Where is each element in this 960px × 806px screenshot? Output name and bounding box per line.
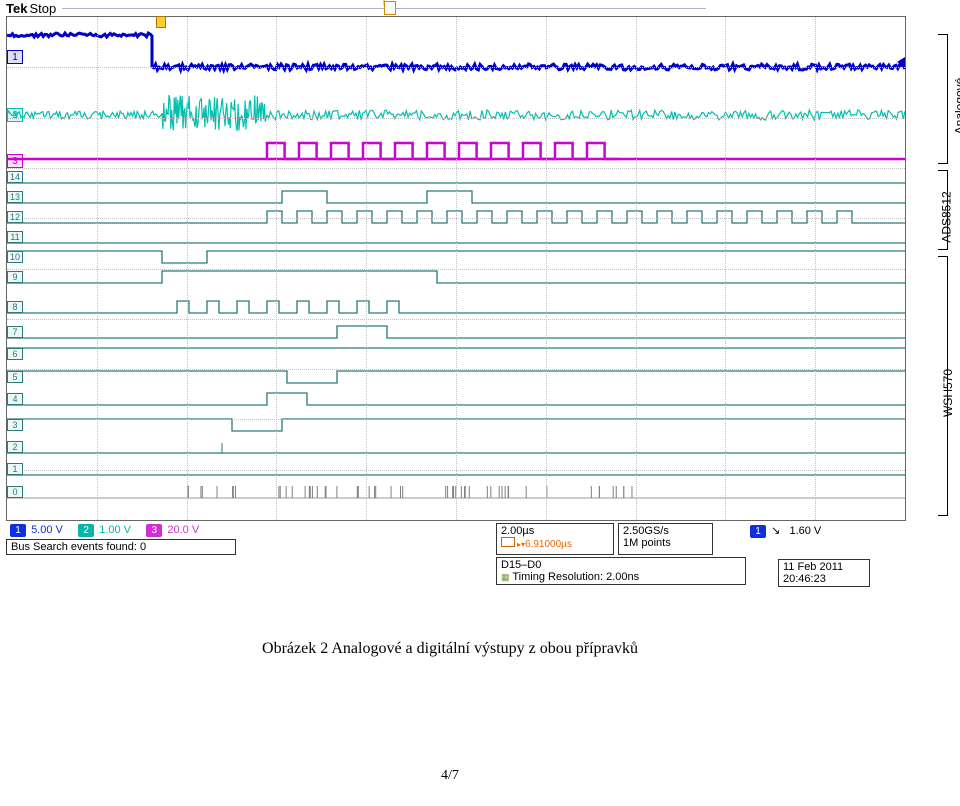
bracket-label-1: ADS8512 [939, 191, 953, 242]
d8-marker[interactable]: 8 [7, 301, 23, 313]
d10-marker[interactable]: 10 [7, 251, 23, 263]
delay-icon [501, 537, 515, 547]
d2-marker[interactable]: 2 [7, 441, 23, 453]
page-number: 4/7 [0, 768, 900, 784]
d14-marker[interactable]: 14 [7, 171, 23, 183]
delay-line: ▸▾6.91000µs [501, 537, 609, 550]
ch1-scale: 5.00 V [31, 524, 63, 536]
ch1-chip: 1 [10, 524, 26, 537]
acq-state: Stop [29, 1, 56, 16]
d7-marker[interactable]: 7 [7, 326, 23, 338]
d11-marker[interactable]: 11 [7, 231, 23, 243]
trig-ch-chip: 1 [750, 525, 766, 538]
d0-marker[interactable]: 0 [7, 486, 23, 498]
ch3-offset-marker[interactable]: 3 [7, 154, 23, 168]
sample-rate: 2.50GS/s [623, 525, 708, 537]
channel-scales: 1 5.00 V 2 1.00 V 3 20.0 V [6, 523, 496, 539]
d9-marker[interactable]: 9 [7, 271, 23, 283]
ch1-offset-marker[interactable]: 1 [7, 50, 23, 64]
ch3-chip: 3 [146, 524, 162, 537]
waveform-display[interactable]: 12314131211109876543210 [6, 16, 906, 521]
d13-marker[interactable]: 13 [7, 191, 23, 203]
ch2-offset-marker[interactable]: 2 [7, 108, 23, 122]
trig-level: 1.60 V [789, 525, 821, 537]
ch1-ref-tab[interactable] [156, 16, 166, 28]
d6-marker[interactable]: 6 [7, 348, 23, 360]
bus-range: D15–D0 [501, 559, 741, 571]
figure-caption: Obrázek 2 Analogové a digitální výstupy … [0, 640, 900, 658]
scope-screenshot: Tek Stop T 12314131211109876543210 1 5.0… [6, 0, 906, 586]
record-length: 1M points [623, 537, 708, 549]
d1-marker[interactable]: 1 [7, 463, 23, 475]
bracket-0 [938, 34, 948, 164]
trigger-readout: 1 ↘ 1.60 V [746, 523, 866, 539]
readout-bar: 1 5.00 V 2 1.00 V 3 20.0 V Bus Search ev… [6, 523, 906, 583]
timing-resolution: Timing Resolution: 2.00ns [512, 571, 639, 583]
search-results: Bus Search events found: 0 [6, 539, 236, 555]
bracket-label-0: Analogové [953, 78, 960, 135]
top-bar: Tek Stop T [6, 0, 906, 16]
d5-marker[interactable]: 5 [7, 371, 23, 383]
ch2-scale: 1.00 V [99, 524, 131, 536]
timebase-box: 2.00µs ▸▾6.91000µs [496, 523, 614, 555]
trig-edge-icon: ↘ [771, 525, 780, 537]
timebase-overview: T [62, 8, 706, 9]
trigger-level-arrow[interactable] [897, 57, 905, 67]
ch2-chip: 2 [78, 524, 94, 537]
timebase-value: 2.00µs [501, 525, 609, 537]
brand-label: Tek [6, 1, 27, 16]
ch3-scale: 20.0 V [167, 524, 199, 536]
d12-marker[interactable]: 12 [7, 211, 23, 223]
bracket-label-2: WSH570 [941, 369, 955, 417]
timestamp-box: 11 Feb 2011 20:46:23 [778, 559, 870, 587]
d3-marker[interactable]: 3 [7, 419, 23, 431]
acq-box: 2.50GS/s 1M points [618, 523, 713, 555]
date: 11 Feb 2011 [783, 561, 865, 573]
time: 20:46:23 [783, 573, 865, 585]
d4-marker[interactable]: 4 [7, 393, 23, 405]
delay-value: 6.91000µs [525, 539, 572, 550]
bus-box: D15–D0 ▦ Timing Resolution: 2.00ns [496, 557, 746, 585]
trigger-pos-handle[interactable] [384, 1, 396, 15]
